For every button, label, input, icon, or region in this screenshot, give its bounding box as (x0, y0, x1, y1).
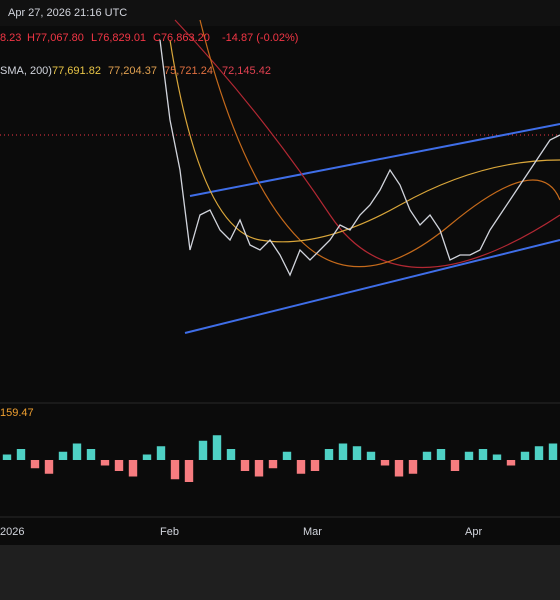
ma-50 (169, 39, 560, 243)
oscillator-bar (506, 460, 516, 466)
ma-200 (174, 19, 560, 268)
oscillator-bar (534, 446, 544, 460)
oscillator-bar (548, 443, 558, 460)
oscillator-bar (324, 449, 334, 460)
oscillator-bar (30, 460, 40, 469)
indicator-value: 75,721.24 (164, 65, 213, 77)
chart-bg (0, 0, 560, 545)
oscillator-bar (254, 460, 264, 477)
oscillator-bar (310, 460, 320, 471)
oscillator-bar (464, 451, 474, 460)
oscillator-bar (422, 451, 432, 460)
oscillator-bar (184, 460, 194, 482)
oscillator-bar (450, 460, 460, 471)
ohlc-low: L76,829.01 (91, 32, 146, 44)
oscillator-bar (114, 460, 124, 471)
oscillator-bar (128, 460, 138, 477)
oscillator-bar (170, 460, 180, 480)
channel-top (189, 123, 560, 197)
oscillator-bar (394, 460, 404, 477)
ohlc-open: 8.23 (0, 32, 21, 44)
ma-100 (199, 19, 560, 268)
x-label: 2026 (0, 526, 24, 538)
oscillator-bar (86, 449, 96, 460)
oscillator-bar (142, 454, 152, 460)
bottom-bar (0, 545, 560, 600)
oscillator-bar (198, 440, 208, 460)
oscillator-bar (436, 449, 446, 460)
oscillator-bar (212, 435, 222, 460)
ohlc-close: C76,863.20 (153, 32, 210, 44)
x-label: Apr (465, 526, 482, 538)
oscillator-bar (282, 451, 292, 460)
datetime: Apr 27, 2026 21:16 UTC (8, 7, 127, 19)
oscillator-bar (478, 449, 488, 460)
oscillator-bar (226, 449, 236, 460)
ohlc-change: -14.87 (-0.02%) (222, 32, 298, 44)
oscillator-bar (72, 443, 82, 460)
oscillator-bar (338, 443, 348, 460)
x-label: Feb (160, 526, 179, 538)
indicator-name: SMA, 200) (0, 65, 52, 77)
oscillator-bar (156, 446, 166, 460)
oscillator-bar (296, 460, 306, 474)
oscillator-bar (352, 446, 362, 460)
oscillator-bar (44, 460, 54, 474)
indicator-value: 77,691.82 (52, 65, 101, 77)
oscillator-bar (240, 460, 250, 471)
oscillator-bar (268, 460, 278, 469)
oscillator-bar (408, 460, 418, 474)
oscillator-bar (16, 449, 26, 460)
oscillator-bar (520, 451, 530, 460)
oscillator-bar (492, 454, 502, 460)
price-series (159, 39, 560, 277)
channel-bottom (184, 239, 560, 334)
oscillator-bar (366, 451, 376, 460)
top-bar (0, 0, 560, 26)
oscillator-bar (58, 451, 68, 460)
oscillator-bar (2, 454, 12, 460)
indicator-value: 72,145.42 (222, 65, 271, 77)
ohlc-high: H77,067.80 (27, 32, 84, 44)
x-label: Mar (303, 526, 322, 538)
oscillator-bar (100, 460, 110, 466)
oscillator-label: 159.47 (0, 407, 34, 419)
oscillator-bar (380, 460, 390, 466)
indicator-value: 77,204.37 (108, 65, 157, 77)
